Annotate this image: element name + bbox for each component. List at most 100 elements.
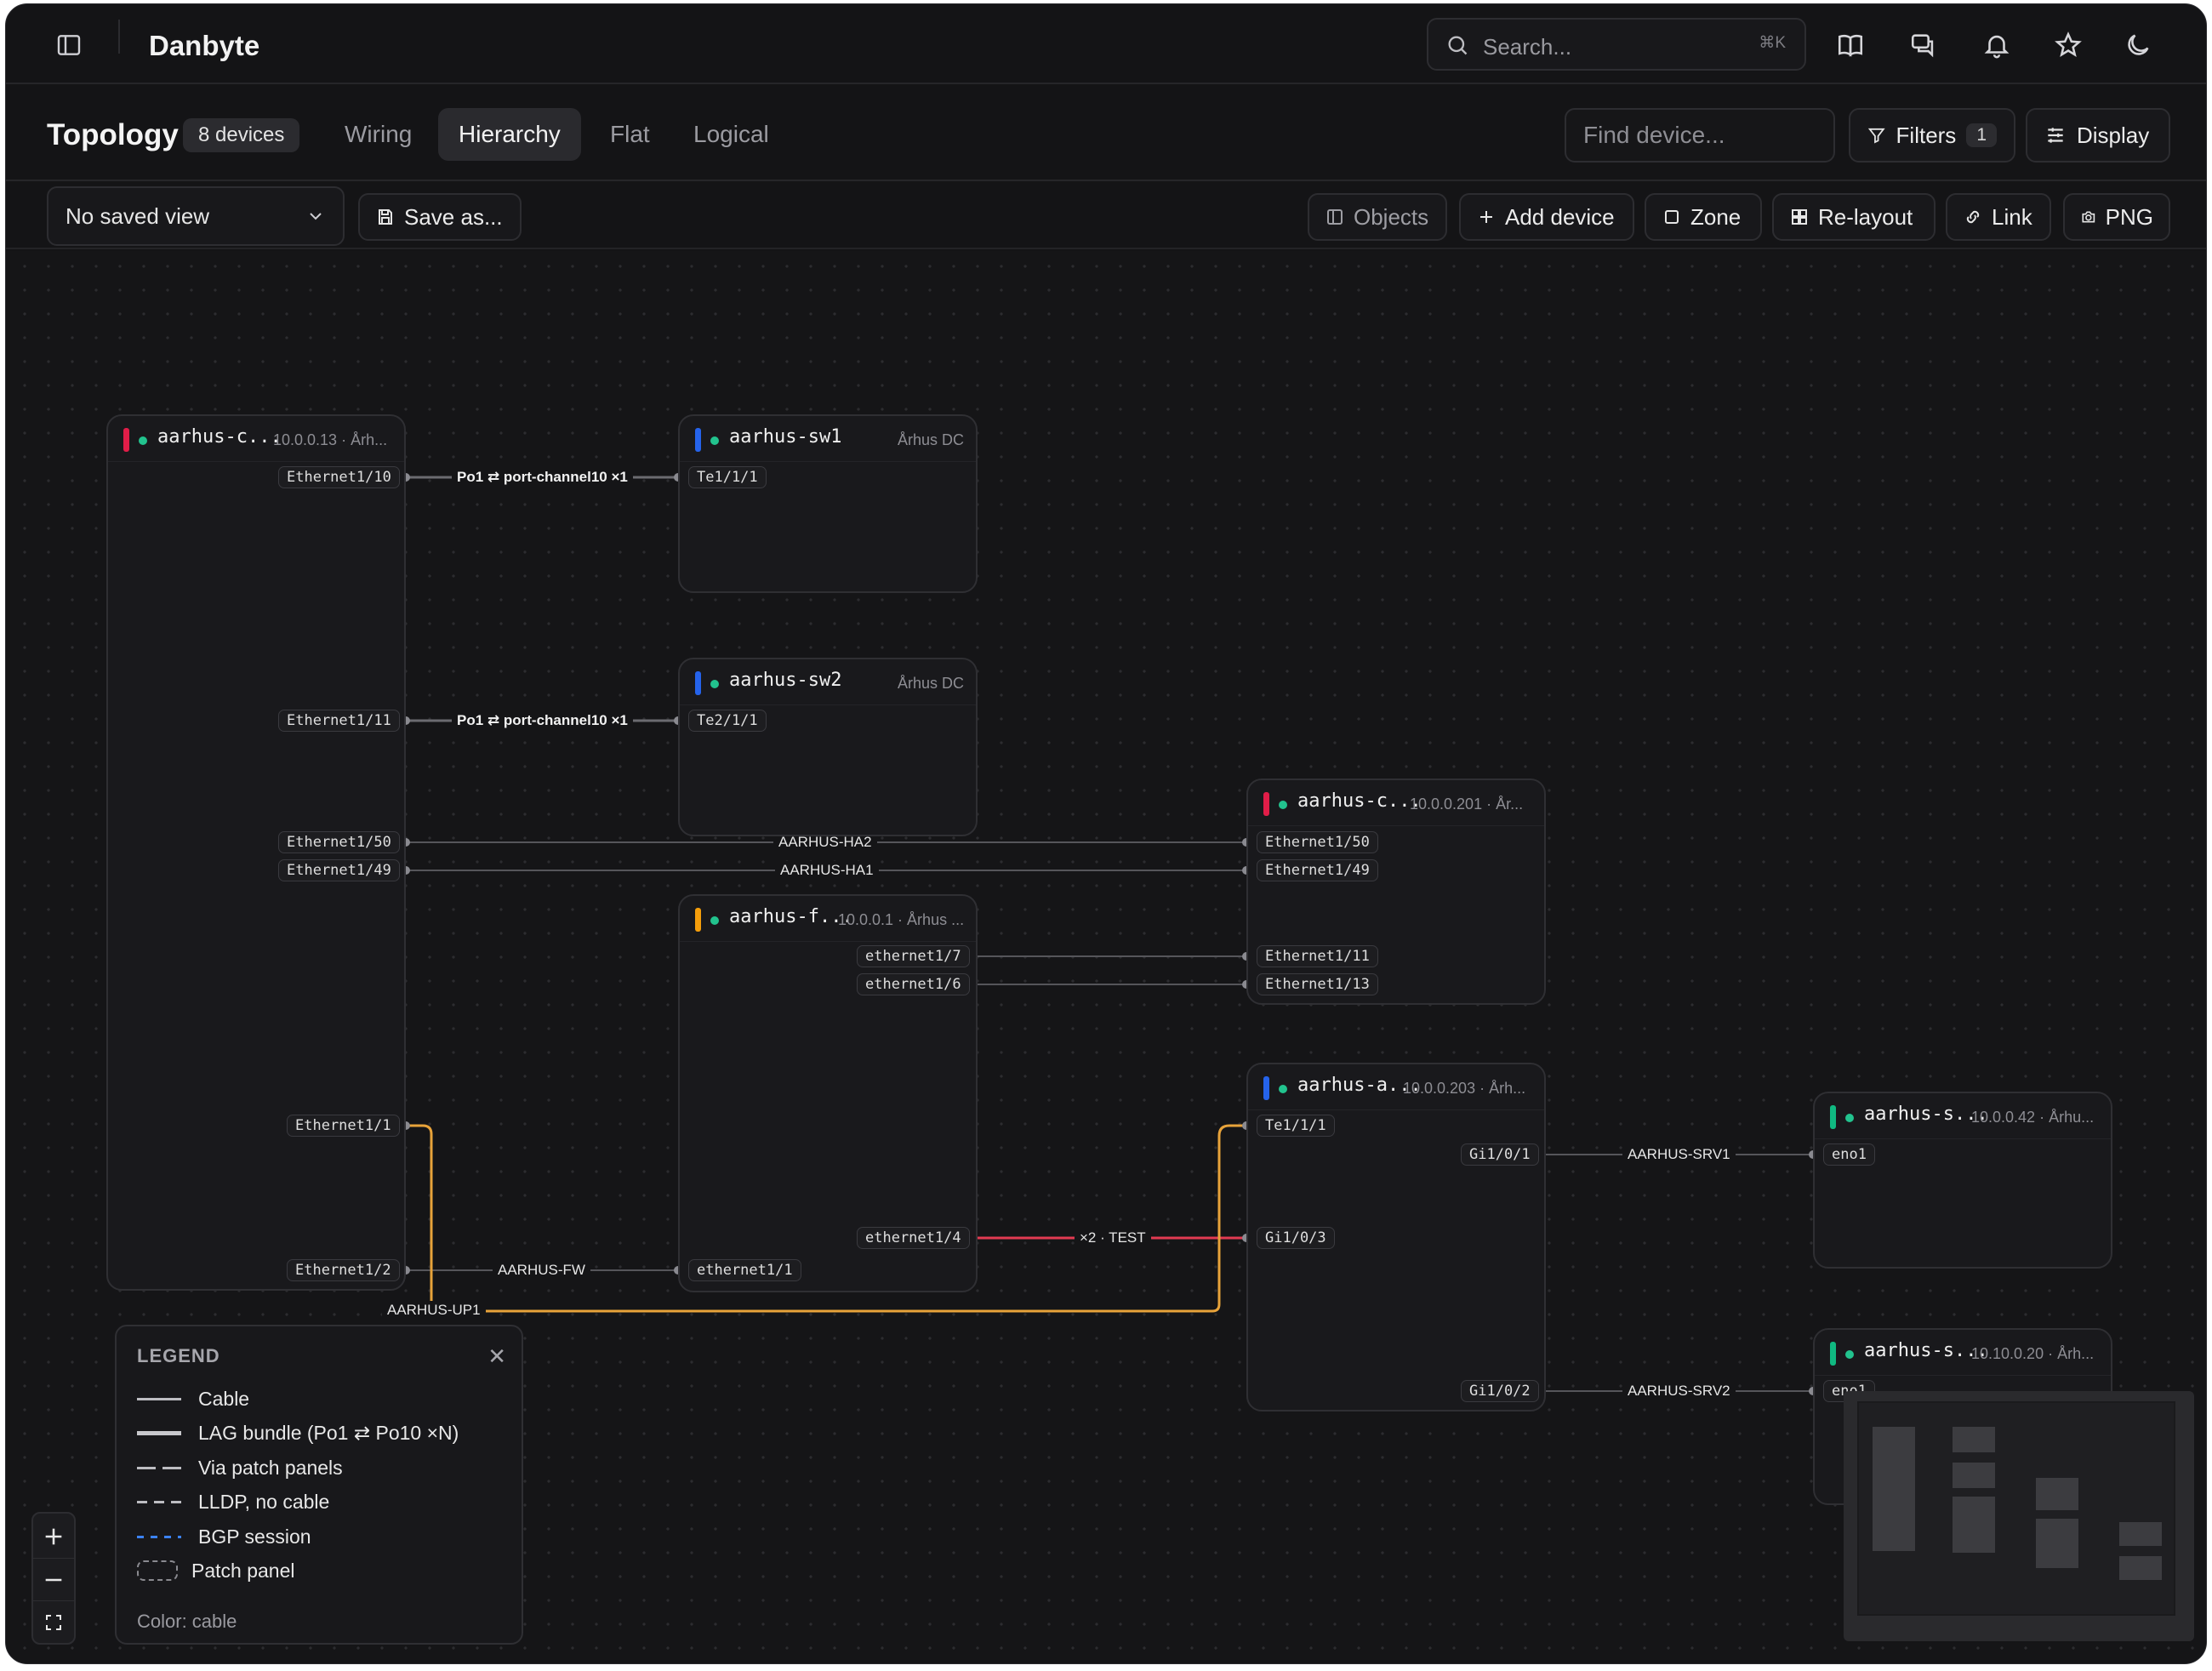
camera-icon bbox=[2082, 211, 2095, 223]
node-header: aarhus-a... 10.0.0.203 · Årh... bbox=[1248, 1064, 1544, 1110]
zone-label: Zone bbox=[1690, 203, 1742, 230]
minimap-node bbox=[1953, 1497, 1995, 1553]
find-device-input[interactable] bbox=[1565, 108, 1835, 163]
legend-item-cable: Cable bbox=[137, 1386, 249, 1412]
device-meta: 10.0.0.42 · Århu... bbox=[1971, 1109, 2095, 1126]
edge-label-ha1: AARHUS-HA1 bbox=[775, 861, 879, 880]
filters-count-badge: 1 bbox=[1966, 123, 1997, 147]
save-as-button[interactable]: Save as... bbox=[358, 193, 522, 241]
top-bar: Danbyte Search... ⌘K bbox=[6, 4, 2206, 84]
export-png-button[interactable]: PNG bbox=[2063, 193, 2170, 241]
tab-wiring[interactable]: Wiring bbox=[345, 121, 413, 147]
grid-icon bbox=[1792, 209, 1807, 225]
status-dot bbox=[710, 916, 719, 925]
close-icon[interactable]: ✕ bbox=[487, 1343, 506, 1369]
square-icon bbox=[1665, 210, 1679, 224]
device-node-core2[interactable]: aarhus-c... 10.0.0.201 · År... bbox=[1246, 778, 1546, 1005]
zoom-in-icon[interactable] bbox=[33, 1515, 74, 1558]
status-dot bbox=[1845, 1114, 1854, 1122]
status-dot bbox=[1279, 801, 1287, 809]
legend-label: Patch panel bbox=[191, 1559, 295, 1582]
search-icon bbox=[1448, 36, 1468, 55]
minimap-node bbox=[2119, 1522, 2162, 1546]
topology-canvas[interactable]: Po1 ⇄ port-channel10 ×1 Po1 ⇄ port-chann… bbox=[6, 251, 2206, 1663]
port-core2-e1-49[interactable]: Ethernet1/49 bbox=[1257, 859, 1378, 881]
page-title: Topology bbox=[47, 118, 179, 151]
minimap-node bbox=[1953, 1427, 1995, 1452]
messages-icon[interactable] bbox=[1900, 21, 1947, 69]
png-label: PNG bbox=[2105, 203, 2153, 230]
node-header: aarhus-f... 10.0.0.1 · Århus ... bbox=[680, 896, 976, 942]
port-core1-e1-49[interactable]: Ethernet1/49 bbox=[278, 859, 400, 881]
edge-label-srv1: AARHUS-SRV1 bbox=[1622, 1145, 1736, 1164]
app-window: Danbyte Search... ⌘K Topology 8 devices … bbox=[5, 3, 2207, 1664]
port-core1-e1-1[interactable]: Ethernet1/1 bbox=[287, 1115, 400, 1137]
zoom-out-icon[interactable] bbox=[33, 1558, 74, 1600]
port-access-gi1-0-1[interactable]: Gi1/0/1 bbox=[1461, 1143, 1539, 1166]
minimap-viewport[interactable] bbox=[1857, 1401, 2175, 1616]
link-button[interactable]: Link bbox=[1946, 193, 2051, 241]
objects-button[interactable]: Objects bbox=[1308, 193, 1447, 241]
filters-label: Filters bbox=[1896, 122, 1957, 148]
port-core2-e1-50[interactable]: Ethernet1/50 bbox=[1257, 831, 1378, 853]
global-search[interactable]: Search... ⌘K bbox=[1427, 18, 1806, 71]
add-device-button[interactable]: Add device bbox=[1459, 193, 1634, 241]
node-header: aarhus-c... 10.0.0.13 · Årh... bbox=[108, 416, 404, 462]
device-node-sw1[interactable]: aarhus-sw1 Århus DC bbox=[678, 414, 978, 593]
device-name: aarhus-c... bbox=[157, 426, 282, 448]
port-core1-e1-10[interactable]: Ethernet1/10 bbox=[278, 466, 400, 488]
port-sw2-te2-1-1[interactable]: Te2/1/1 bbox=[688, 710, 767, 732]
edge-label-srv2: AARHUS-SRV2 bbox=[1622, 1382, 1736, 1400]
port-access-gi1-0-2[interactable]: Gi1/0/2 bbox=[1461, 1380, 1539, 1402]
port-fw-e1-6[interactable]: ethernet1/6 bbox=[857, 973, 970, 995]
theme-moon-icon[interactable] bbox=[2114, 21, 2162, 69]
port-core1-e1-2[interactable]: Ethernet1/2 bbox=[287, 1259, 400, 1281]
port-core1-e1-50[interactable]: Ethernet1/50 bbox=[278, 831, 400, 853]
legend-item-lldp: LLDP, no cable bbox=[137, 1489, 329, 1514]
minimap-node bbox=[2036, 1478, 2078, 1510]
port-fw-e1-7[interactable]: ethernet1/7 bbox=[857, 945, 970, 967]
docs-book-icon[interactable] bbox=[1827, 21, 1874, 69]
device-node-sw2[interactable]: aarhus-sw2 Århus DC bbox=[678, 658, 978, 836]
saved-view-value: No saved view bbox=[66, 202, 210, 229]
port-core2-e1-13[interactable]: Ethernet1/13 bbox=[1257, 973, 1378, 995]
tab-hierarchy[interactable]: Hierarchy bbox=[438, 108, 581, 161]
port-fw-e1-1[interactable]: ethernet1/1 bbox=[688, 1259, 801, 1281]
edge-aarhus-up1[interactable] bbox=[406, 1124, 1246, 1313]
port-fw-e1-4[interactable]: ethernet1/4 bbox=[857, 1227, 970, 1249]
panel-icon bbox=[1327, 209, 1343, 225]
status-dot bbox=[1279, 1085, 1287, 1093]
role-color-bar bbox=[1830, 1342, 1836, 1366]
relayout-label: Re-layout bbox=[1818, 203, 1913, 230]
tab-flat[interactable]: Flat bbox=[610, 121, 650, 147]
save-as-label: Save as... bbox=[404, 203, 503, 230]
saved-view-select[interactable]: No saved view bbox=[47, 186, 345, 246]
role-color-bar bbox=[1830, 1105, 1836, 1129]
filters-button[interactable]: Filters 1 bbox=[1849, 108, 2015, 163]
tab-logical[interactable]: Logical bbox=[693, 121, 769, 147]
relayout-button[interactable]: Re-layout bbox=[1772, 193, 1936, 241]
port-access-gi1-0-3[interactable]: Gi1/0/3 bbox=[1257, 1227, 1335, 1249]
minimap-node bbox=[1873, 1427, 1915, 1551]
zone-button[interactable]: Zone bbox=[1645, 193, 1762, 241]
sidebar-toggle-icon[interactable] bbox=[45, 21, 93, 69]
port-sw1-te1-1-1[interactable]: Te1/1/1 bbox=[688, 466, 767, 488]
port-core2-e1-11[interactable]: Ethernet1/11 bbox=[1257, 945, 1378, 967]
role-color-bar bbox=[695, 908, 701, 932]
legend-label: LLDP, no cable bbox=[198, 1490, 330, 1513]
legend-item-bgp: BGP session bbox=[137, 1524, 311, 1549]
node-header: aarhus-sw2 Århus DC bbox=[680, 659, 976, 705]
port-srv1-eno1[interactable]: eno1 bbox=[1823, 1143, 1875, 1166]
minimap-node bbox=[1953, 1463, 1995, 1488]
display-button[interactable]: Display bbox=[2026, 108, 2170, 163]
port-access-te1-1-1[interactable]: Te1/1/1 bbox=[1257, 1115, 1335, 1137]
notifications-bell-icon[interactable] bbox=[1973, 21, 2021, 69]
minimap[interactable] bbox=[1844, 1391, 2194, 1641]
device-node-srv1[interactable]: aarhus-s... 10.0.0.42 · Århu... bbox=[1813, 1092, 2112, 1269]
device-meta: 10.0.0.203 · Årh... bbox=[1403, 1080, 1526, 1097]
fit-view-icon[interactable] bbox=[33, 1600, 74, 1643]
link-chain-icon bbox=[1966, 210, 1980, 224]
status-dot bbox=[710, 436, 719, 445]
port-core1-e1-11[interactable]: Ethernet1/11 bbox=[278, 710, 400, 732]
favorite-star-icon[interactable] bbox=[2044, 21, 2092, 69]
